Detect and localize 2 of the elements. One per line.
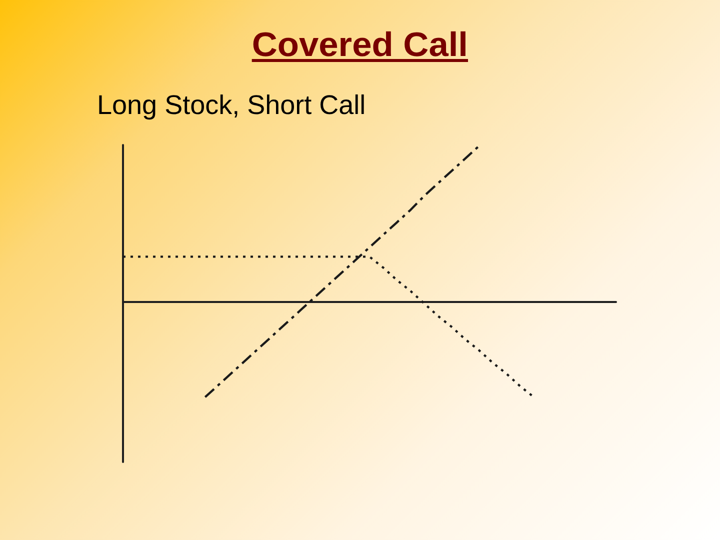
chart-title: Covered Call (252, 26, 468, 64)
chart-subtitle: Long Stock, Short Call (97, 90, 366, 120)
